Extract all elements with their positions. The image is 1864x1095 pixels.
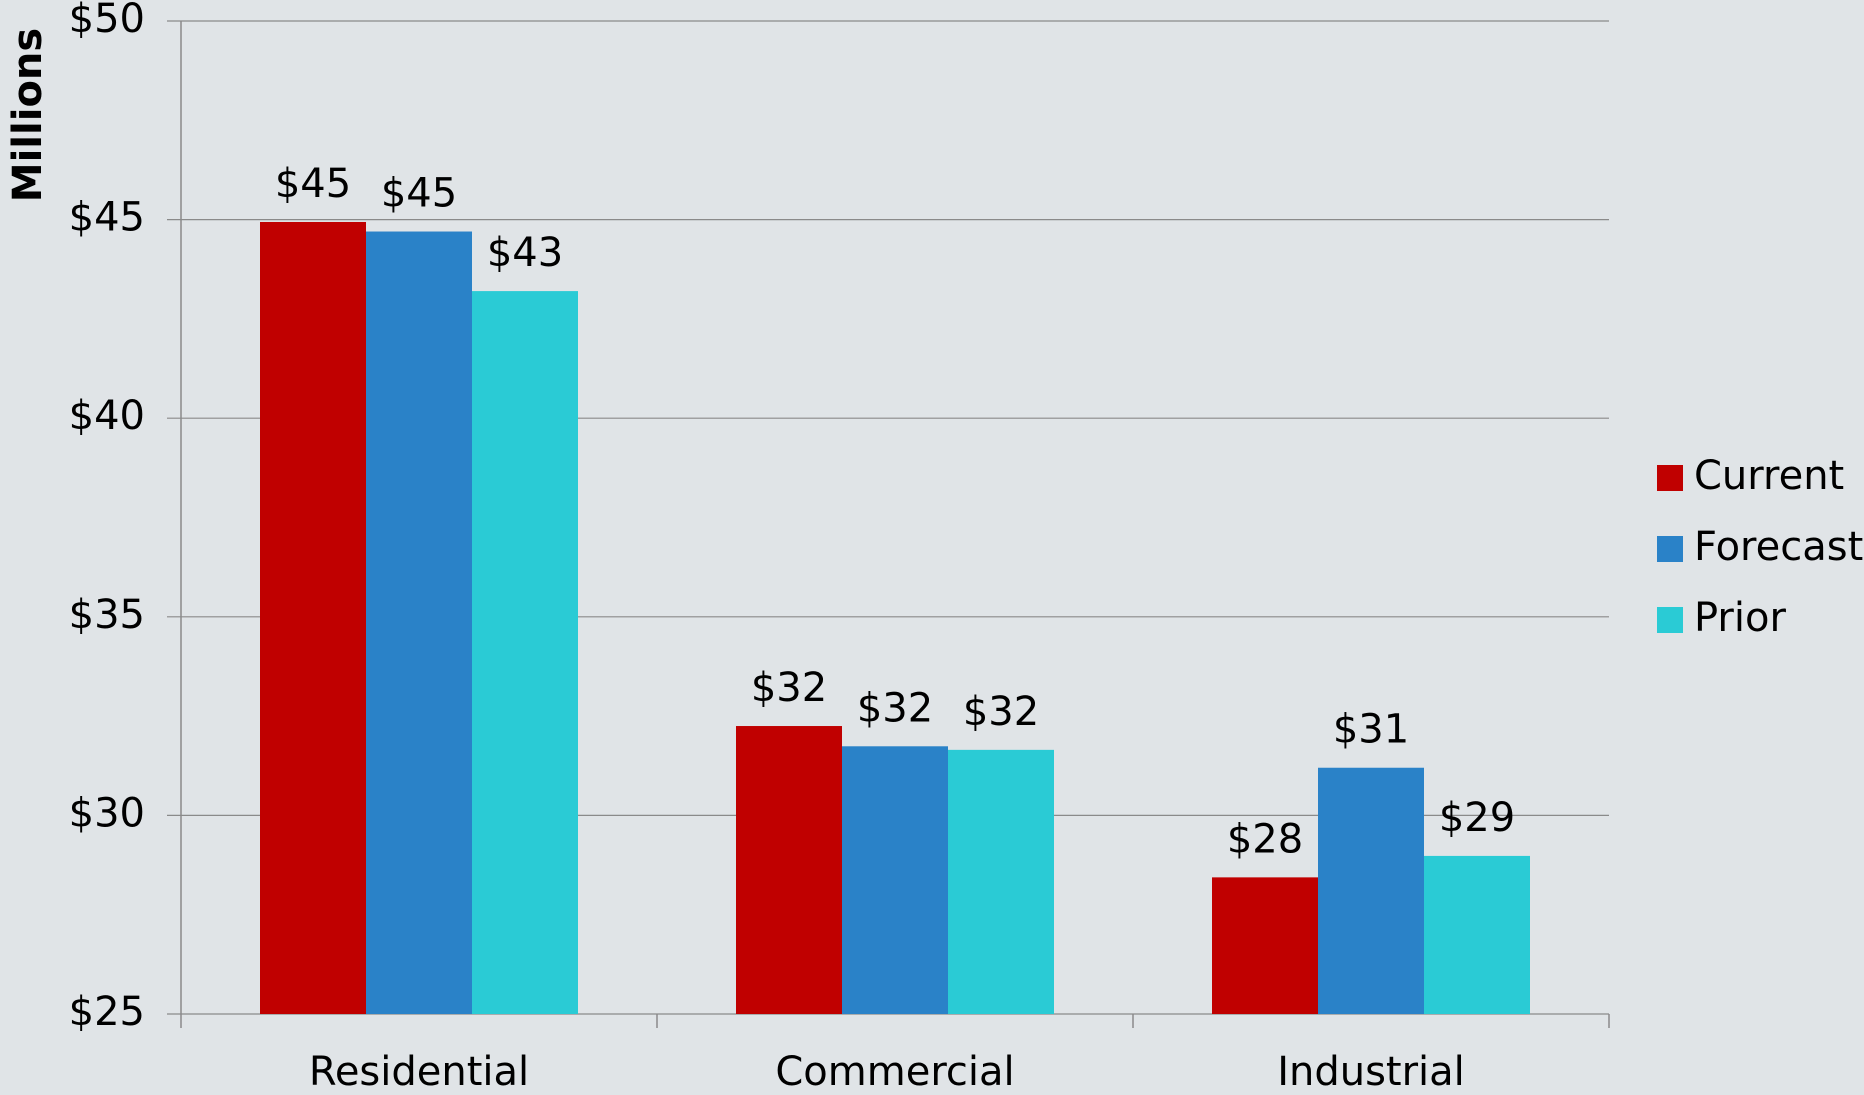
bar [842, 746, 948, 1014]
x-tick-label: Industrial [1277, 1049, 1465, 1095]
value-label: $45 [275, 161, 351, 207]
x-tick-label: Residential [309, 1049, 529, 1095]
legend-label: Prior [1694, 595, 1786, 641]
x-tick-label: Commercial [775, 1049, 1014, 1095]
y-tick-label: $35 [69, 592, 145, 638]
value-label: $32 [963, 689, 1039, 735]
bar [948, 749, 1054, 1014]
value-label: $32 [857, 685, 933, 731]
bar [366, 231, 472, 1015]
bar [260, 221, 366, 1014]
value-label: $43 [487, 230, 563, 276]
y-tick-label: $50 [69, 0, 145, 42]
value-label: $31 [1333, 707, 1409, 753]
legend-swatch [1657, 536, 1683, 562]
y-tick-label: $30 [69, 790, 145, 836]
legend-label: Forecast [1694, 524, 1863, 570]
bar [472, 291, 578, 1014]
legend-label: Current [1694, 453, 1844, 499]
legend-swatch [1657, 465, 1683, 491]
y-tick-label: $45 [69, 195, 145, 241]
y-axis-label: Millions [5, 28, 51, 202]
bar [1424, 855, 1530, 1014]
value-label: $29 [1439, 795, 1515, 841]
bar [1212, 877, 1318, 1014]
legend-swatch [1657, 607, 1683, 633]
bar [736, 726, 842, 1014]
value-label: $32 [751, 665, 827, 711]
value-label: $28 [1227, 816, 1303, 862]
bar [1318, 767, 1424, 1014]
y-tick-label: $25 [69, 989, 145, 1035]
value-label: $45 [381, 171, 457, 217]
y-tick-label: $40 [69, 393, 145, 439]
